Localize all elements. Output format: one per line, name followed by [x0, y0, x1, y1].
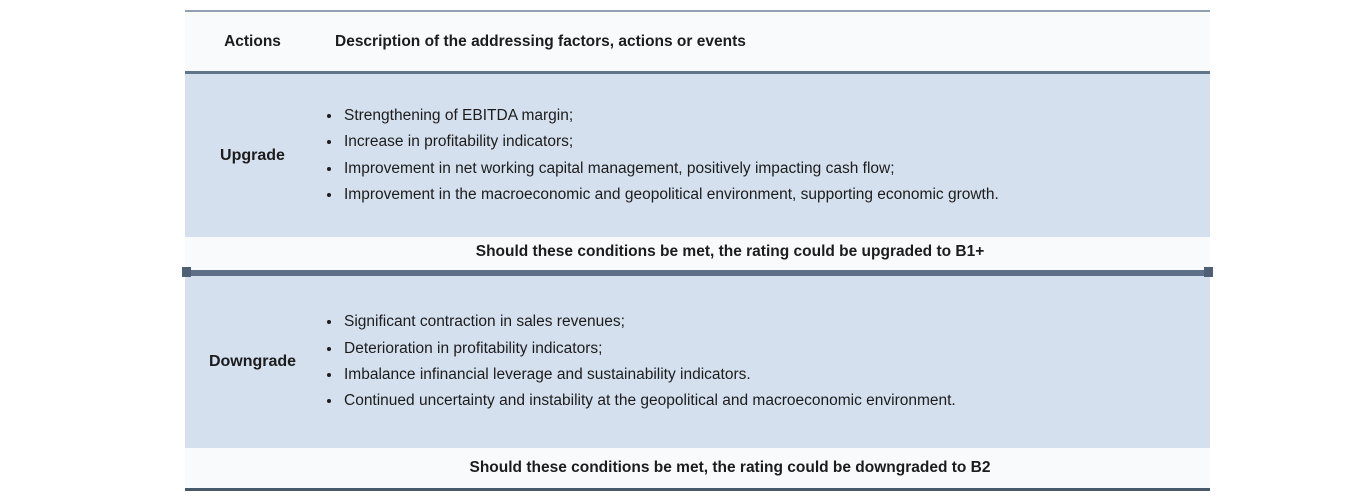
divider-line — [185, 270, 1210, 276]
downgrade-section-row: Downgrade Significant contraction in sal… — [185, 276, 1210, 448]
upgrade-outcome-row: Should these conditions be met, the rati… — [185, 237, 1210, 267]
divider-endcap-right — [1204, 267, 1213, 277]
section-divider — [182, 267, 1213, 277]
downgrade-outcome-text: Should these conditions be met, the rati… — [469, 459, 991, 476]
upgrade-section-row: Upgrade Strengthening of EBITDA margin; … — [185, 74, 1210, 237]
upgrade-description-cell: Strengthening of EBITDA margin; Increase… — [320, 103, 1210, 208]
bullet-item: Increase in profitability indicators; — [342, 129, 1190, 155]
downgrade-action-label: Downgrade — [208, 353, 297, 370]
upgrade-bullet-list: Strengthening of EBITDA margin; Increase… — [320, 103, 1190, 208]
bullet-item: Improvement in net working capital manag… — [342, 156, 1190, 182]
bullet-item: Significant contraction in sales revenue… — [342, 309, 1190, 335]
table-header-row: Actions Description of the addressing fa… — [185, 10, 1210, 74]
downgrade-bullet-list: Significant contraction in sales revenue… — [320, 309, 1190, 414]
bullet-item: Deterioration in profitability indicator… — [342, 336, 1190, 362]
upgrade-outcome-text: Should these conditions be met, the rati… — [475, 243, 985, 260]
header-description: Description of the addressing factors, a… — [335, 32, 746, 50]
bullet-item: Improvement in the macroeconomic and geo… — [342, 182, 1190, 208]
divider-endcap-left — [182, 267, 191, 277]
bullet-item: Continued uncertainty and instability at… — [342, 388, 1190, 414]
header-actions: Actions — [224, 32, 281, 50]
bullet-item: Strengthening of EBITDA margin; — [342, 103, 1190, 129]
downgrade-description-cell: Significant contraction in sales revenue… — [320, 309, 1210, 414]
upgrade-action-label: Upgrade — [220, 146, 285, 164]
bullet-item: Imbalance infinancial leverage and susta… — [342, 362, 1190, 388]
downgrade-outcome-row: Should these conditions be met, the rati… — [185, 448, 1210, 491]
rating-actions-table: Actions Description of the addressing fa… — [182, 10, 1213, 491]
